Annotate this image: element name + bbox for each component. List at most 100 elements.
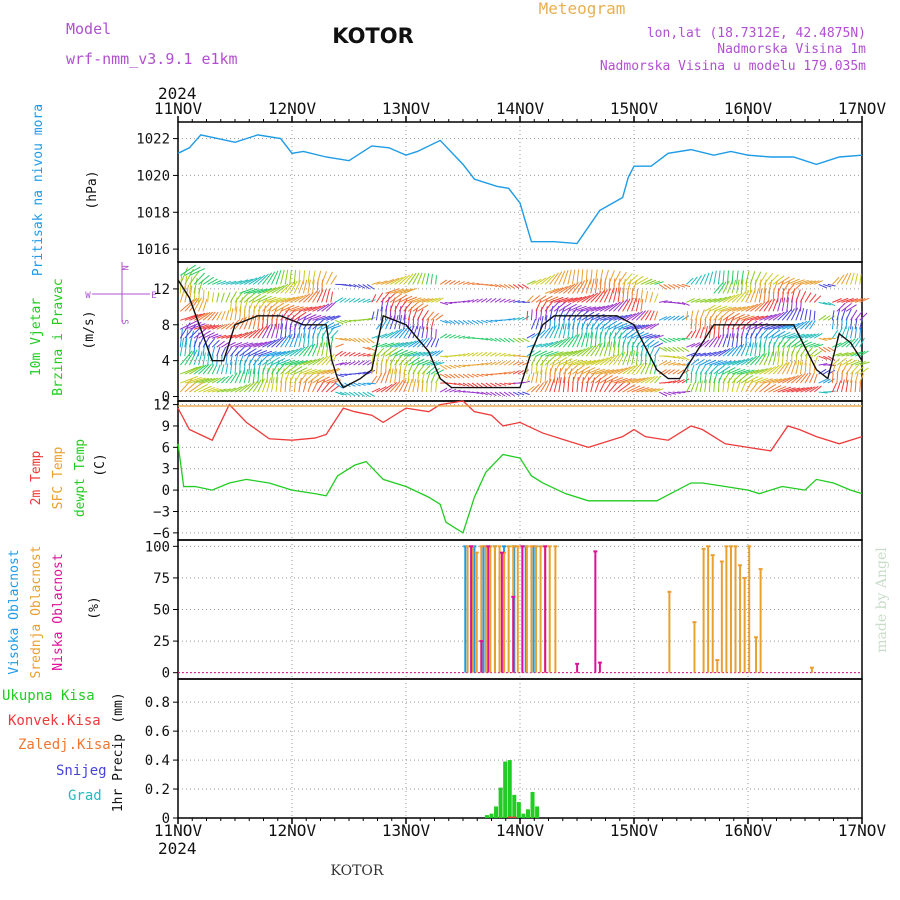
wind-arrow bbox=[544, 351, 559, 357]
wind-arrow bbox=[612, 287, 618, 303]
wind-arrow bbox=[335, 337, 345, 341]
wind-arrow bbox=[782, 387, 796, 393]
wind-arrow bbox=[631, 331, 645, 339]
x-tick-label: 17NOV bbox=[838, 821, 887, 840]
wind-arrow bbox=[713, 296, 727, 303]
wind-arrow bbox=[781, 351, 785, 366]
wind-arrow bbox=[339, 351, 347, 357]
year-bottom: 2024 bbox=[158, 839, 197, 858]
wind-arrow bbox=[348, 361, 356, 366]
wind-arrow bbox=[722, 333, 728, 348]
wind-arrow bbox=[252, 274, 266, 285]
wind-arrow bbox=[394, 349, 409, 357]
wind-arrow bbox=[508, 382, 516, 385]
wind-arrow bbox=[558, 336, 571, 348]
wind-arrow bbox=[626, 351, 632, 366]
wind-arrow bbox=[485, 283, 493, 287]
wind-arrow bbox=[230, 333, 243, 339]
wind-arrow bbox=[677, 346, 685, 353]
wind-arrow bbox=[731, 333, 735, 348]
pressure-ylabel: Pritisak na nivou mora bbox=[31, 104, 46, 276]
wind-arrow bbox=[832, 358, 841, 366]
wind-arrow bbox=[859, 381, 861, 393]
wind-arrow bbox=[440, 301, 449, 306]
wind-arrow bbox=[298, 270, 301, 285]
wind-arrow bbox=[731, 279, 737, 294]
wind-arrow bbox=[731, 344, 741, 357]
wind-arrow bbox=[485, 391, 493, 396]
wind-arrow bbox=[229, 352, 234, 366]
wind-arrow bbox=[380, 346, 392, 357]
wind-arrow bbox=[850, 309, 858, 321]
wind-arrow bbox=[389, 328, 402, 339]
wind-arrow bbox=[804, 342, 816, 348]
wind-arrow bbox=[243, 329, 257, 339]
wind-arrow bbox=[567, 334, 577, 348]
wind-arrow bbox=[248, 328, 261, 339]
wind-arrow bbox=[818, 355, 828, 360]
temperature-ytick-label: 9 bbox=[162, 419, 170, 435]
wind-arrow bbox=[490, 382, 497, 387]
wind-arrow bbox=[253, 294, 267, 303]
model-name: wrf-nmm_v3.9.1 e1km bbox=[66, 50, 238, 68]
wind-arrow bbox=[859, 327, 862, 339]
wind-arrow bbox=[718, 310, 730, 321]
wind-arrow bbox=[740, 279, 744, 294]
wind-arrow bbox=[412, 303, 424, 312]
wind-arrow bbox=[681, 337, 691, 340]
wind-arrow bbox=[398, 341, 413, 348]
wind-arrow bbox=[745, 355, 757, 366]
wind-arrow bbox=[444, 319, 452, 325]
wind-arrow bbox=[736, 291, 747, 303]
wind-arrow bbox=[799, 308, 805, 321]
wind-arrow bbox=[599, 374, 613, 384]
total-precip-bar bbox=[512, 794, 517, 818]
wind-arrow bbox=[280, 349, 295, 357]
wind-arrow bbox=[553, 286, 568, 294]
wind-arrow bbox=[257, 350, 273, 357]
pressure-line bbox=[177, 134, 863, 245]
wind-arrow bbox=[590, 291, 602, 303]
wind-arrow bbox=[503, 298, 511, 303]
wind-arrow bbox=[635, 288, 638, 303]
wind-arrow bbox=[307, 357, 321, 366]
wind-arrow bbox=[211, 311, 219, 321]
wind-arrow bbox=[818, 337, 828, 342]
wind-arrow bbox=[759, 300, 769, 312]
wind-arrow bbox=[581, 315, 589, 330]
wind-arrow bbox=[266, 368, 269, 384]
wind-arrow bbox=[471, 382, 479, 388]
wind-arrow bbox=[211, 324, 222, 330]
wind-arrow bbox=[563, 359, 578, 366]
wind-arrow bbox=[594, 269, 598, 285]
wind-arrow bbox=[467, 337, 475, 339]
wind-arrow bbox=[790, 342, 797, 357]
wind-arrow bbox=[809, 293, 817, 303]
wind-arrow bbox=[563, 297, 578, 303]
wind-arrow bbox=[640, 352, 643, 366]
wind-arrow bbox=[298, 359, 313, 366]
wind-arrow bbox=[458, 353, 466, 357]
wind-arrow bbox=[709, 350, 722, 357]
wind-arrow bbox=[230, 346, 239, 357]
wind-arrow bbox=[188, 270, 200, 285]
wind-arrow bbox=[266, 301, 279, 312]
wind-arrow bbox=[522, 380, 530, 384]
wind-arrow bbox=[453, 319, 461, 325]
wind-arrow bbox=[572, 309, 584, 321]
wind-arrow bbox=[777, 351, 781, 366]
wind-arrow bbox=[394, 315, 399, 330]
wind-arrow bbox=[562, 335, 574, 348]
wind-arrow bbox=[663, 391, 672, 396]
wind-arrow bbox=[257, 340, 272, 348]
wind-arrow bbox=[850, 371, 854, 384]
wind-arrow bbox=[353, 337, 361, 343]
wind-arrow bbox=[198, 274, 210, 285]
wind-arrow bbox=[562, 323, 567, 339]
wind-arrow bbox=[572, 360, 587, 366]
wind-arrow bbox=[558, 306, 566, 321]
wind-arrow bbox=[389, 297, 396, 312]
wind-arrow bbox=[850, 380, 853, 393]
wind-arrow bbox=[804, 292, 812, 303]
